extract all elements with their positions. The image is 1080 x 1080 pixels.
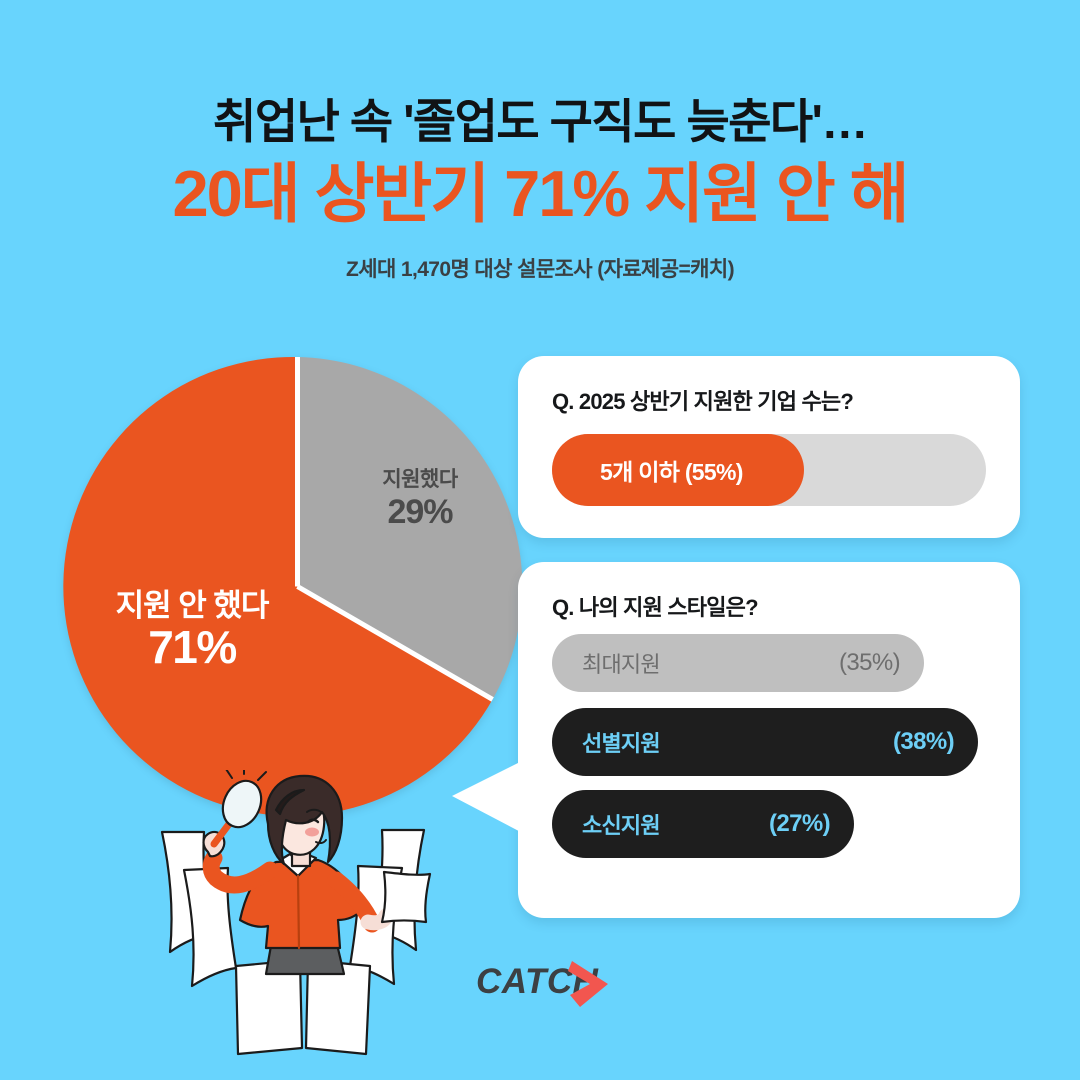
sparkle-lines xyxy=(225,770,267,781)
headline-block: 취업난 속 '졸업도 구직도 늦춘다'… 20대 상반기 71% 지원 안 해 … xyxy=(0,95,1080,283)
card-application-style: Q. 나의 지원 스타일은? 최대지원 (35%) 선별지원 (38%) 소신지… xyxy=(518,562,1020,918)
companies-bar-track: 5개 이하 (55%) xyxy=(552,434,986,506)
pie-chart-svg xyxy=(63,356,523,816)
headline-line-1: 취업난 속 '졸업도 구직도 늦춘다'… xyxy=(213,95,868,148)
held-paper xyxy=(380,870,432,924)
style-bar-max-name: 최대지원 xyxy=(582,652,661,677)
mouth xyxy=(315,839,327,845)
eye xyxy=(306,818,320,824)
style-bar-max-value: (35%) xyxy=(838,649,901,676)
card-companies-question: Q. 2025 상반기 지원한 기업 수는? xyxy=(552,389,854,414)
style-bar-selective-value: (38%) xyxy=(892,728,955,755)
style-bar-selective-name: 선별지원 xyxy=(582,731,661,756)
style-bar-conviction-name: 소신지원 xyxy=(582,813,661,838)
speech-bubble-tail xyxy=(452,756,532,838)
pie-divider-lower-right xyxy=(296,584,494,702)
companies-bar-fill: 5개 이하 (55%) xyxy=(552,434,804,506)
headline-line-2: 20대 상반기 71% 지원 안 해 xyxy=(172,156,909,230)
hair-fringe xyxy=(274,788,306,816)
style-bar-conviction-value: (27%) xyxy=(768,810,831,837)
card-companies-applied: Q. 2025 상반기 지원한 기업 수는? 5개 이하 (55%) xyxy=(518,356,1020,538)
card-style-question: Q. 나의 지원 스타일은? xyxy=(552,595,759,620)
magnifier-lens xyxy=(221,779,263,829)
companies-bar-label: 5개 이하 (55%) xyxy=(600,459,743,485)
document-sheet xyxy=(182,866,238,988)
woman-with-magnifier-and-documents-illustration xyxy=(160,770,432,1056)
style-bar-conviction: 소신지원 (27%) xyxy=(552,790,854,858)
style-bar-max: 최대지원 (35%) xyxy=(552,634,924,692)
pie-slice-not-applied xyxy=(63,356,493,816)
pie-chart: 지원했다 29% 지원 안 했다 71% xyxy=(63,356,527,816)
chevron-right-icon xyxy=(568,961,608,1007)
document-sheet xyxy=(304,958,372,1056)
pie-slice-applied xyxy=(297,357,523,700)
zipper xyxy=(296,874,301,950)
blush xyxy=(305,827,319,837)
style-bar-selective: 선별지원 (38%) xyxy=(552,708,978,776)
arm-raised xyxy=(202,849,279,894)
eyebrow xyxy=(306,808,322,813)
survey-subtitle: Z세대 1,470명 대상 설문조사 (자료제공=캐치) xyxy=(346,257,735,281)
catch-logo[interactable]: CATCH xyxy=(476,961,612,1010)
